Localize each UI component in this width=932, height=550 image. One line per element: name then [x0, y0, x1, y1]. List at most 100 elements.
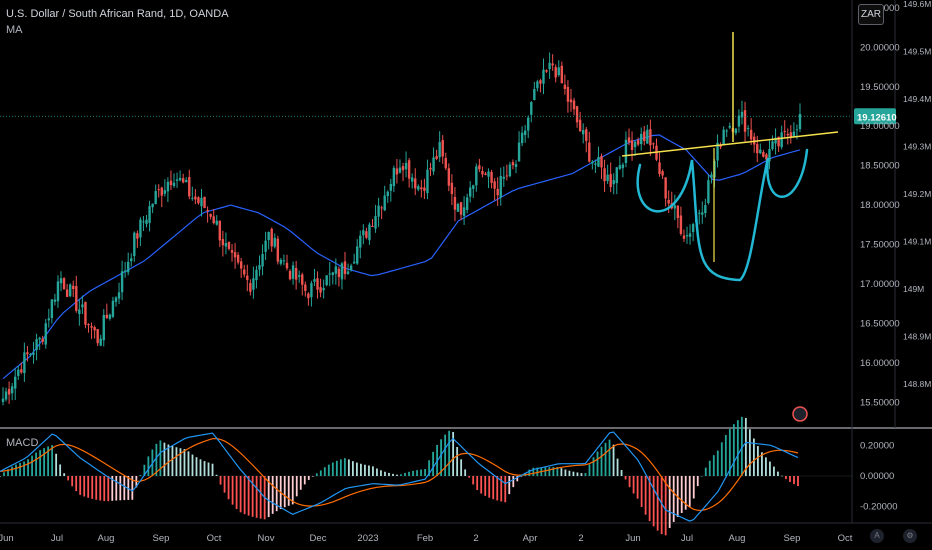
volume-tick-label: 148.8M	[903, 379, 931, 389]
candle-body	[343, 261, 347, 275]
candle-body	[273, 237, 276, 247]
candle-body	[392, 167, 396, 187]
candle-body	[606, 174, 609, 181]
macd-histogram-bar	[311, 476, 314, 477]
candle-body	[145, 219, 148, 225]
annotations-layer: 19.12610	[0, 32, 897, 422]
candle-body	[740, 111, 744, 118]
macd-histogram-bar	[781, 475, 783, 477]
candle-body	[487, 171, 490, 177]
volume-tick-label: 149.6M	[903, 0, 931, 9]
candle-body	[294, 268, 298, 280]
macd-histogram-bar	[756, 446, 759, 476]
moving-average-line	[2, 134, 801, 380]
macd-indicator-label[interactable]: MACD	[6, 437, 39, 449]
candle-body	[789, 132, 793, 138]
macd-histogram-bar	[624, 476, 627, 480]
candle-body	[349, 265, 353, 271]
candle-body	[530, 102, 533, 115]
candle-body	[783, 131, 786, 133]
macd-histogram-bar	[35, 452, 37, 476]
candle-body	[716, 142, 719, 161]
candle-body	[585, 129, 588, 141]
candle-body	[331, 272, 334, 276]
candle-body	[581, 130, 585, 135]
macd-histogram-bar	[680, 476, 683, 513]
candle-body	[359, 235, 362, 248]
macd-histogram-bar	[696, 476, 699, 487]
candle-body	[26, 352, 29, 355]
candle-body	[746, 128, 750, 130]
candle-body	[792, 131, 796, 137]
currency-button[interactable]: ZAR	[858, 4, 884, 25]
volume-tick-label: 149.4M	[903, 94, 931, 104]
candle-body	[239, 261, 243, 269]
last-price-text: 19.12610	[857, 112, 897, 123]
macd-histogram-bar	[392, 473, 394, 476]
macd-histogram-bar	[668, 476, 671, 528]
macd-histogram-bar	[7, 469, 9, 476]
candle-body	[508, 164, 512, 177]
auto-scale-button[interactable]: A	[870, 529, 884, 543]
macd-histogram-bar	[219, 476, 222, 485]
candle-body	[23, 352, 26, 374]
macd-histogram-bar	[51, 445, 54, 476]
macd-histogram-bar	[797, 476, 799, 487]
macd-histogram-bar	[143, 464, 146, 476]
candle-body	[417, 186, 420, 190]
candle-body	[84, 301, 87, 325]
macd-histogram-bar	[608, 439, 611, 476]
candle-body	[267, 231, 270, 241]
volume-tick-label: 149.5M	[903, 47, 931, 57]
macd-histogram-bar	[339, 459, 342, 476]
macd-histogram-bar	[552, 467, 555, 476]
macd-histogram-bar	[59, 464, 62, 476]
volume-tick-label: 149M	[903, 284, 924, 294]
macd-histogram-bar	[67, 476, 70, 481]
macd-histogram-bar	[508, 476, 511, 495]
candle-body	[481, 170, 484, 175]
macd-histogram-bar	[612, 444, 615, 476]
macd-histogram-bar	[588, 464, 591, 476]
candle-body	[282, 260, 286, 262]
macd-histogram-bar	[536, 467, 539, 476]
candle-body	[90, 326, 93, 328]
candle-body	[743, 110, 747, 132]
candle-body	[588, 142, 591, 162]
volume-tick-label: 149.3M	[903, 142, 931, 152]
candle-body	[93, 327, 96, 331]
time-tick-label: 2	[578, 533, 583, 544]
macd-histogram-bar	[480, 476, 483, 494]
candle-body	[291, 265, 295, 279]
time-tick-label: Jul	[51, 533, 63, 544]
macd-histogram-bar	[323, 467, 326, 476]
price-tick-label: 20.00000	[860, 42, 900, 53]
candle-body	[572, 100, 576, 110]
candle-body	[676, 205, 680, 219]
candle-body	[249, 283, 252, 292]
macd-histogram-bar	[528, 469, 531, 476]
ma-indicator-label[interactable]: MA	[6, 24, 23, 36]
price-tick-label: 18.50000	[860, 161, 900, 172]
macd-histogram-bar	[299, 476, 302, 490]
candle-body	[444, 158, 447, 169]
settings-gear-icon[interactable]: ⚙	[903, 529, 917, 543]
macd-histogram-bar	[39, 450, 42, 476]
macd-tick-label: -0.20000	[860, 502, 898, 513]
volume-tick-label: 149.2M	[903, 189, 931, 199]
candle-body	[618, 165, 622, 169]
candle-body	[325, 275, 328, 286]
macd-histogram-bar	[460, 459, 463, 476]
candle-body	[1, 398, 5, 402]
candle-body	[209, 213, 212, 217]
candle-body	[548, 62, 551, 70]
candle-body	[126, 261, 130, 273]
candle-body	[667, 199, 670, 204]
macd-histogram-bar	[139, 475, 142, 476]
candle-body	[78, 309, 81, 314]
macd-histogram-bar	[47, 446, 50, 476]
price-tick-label: 17.50000	[860, 240, 900, 251]
macd-histogram-bar	[476, 476, 479, 491]
candle-body	[502, 176, 505, 179]
